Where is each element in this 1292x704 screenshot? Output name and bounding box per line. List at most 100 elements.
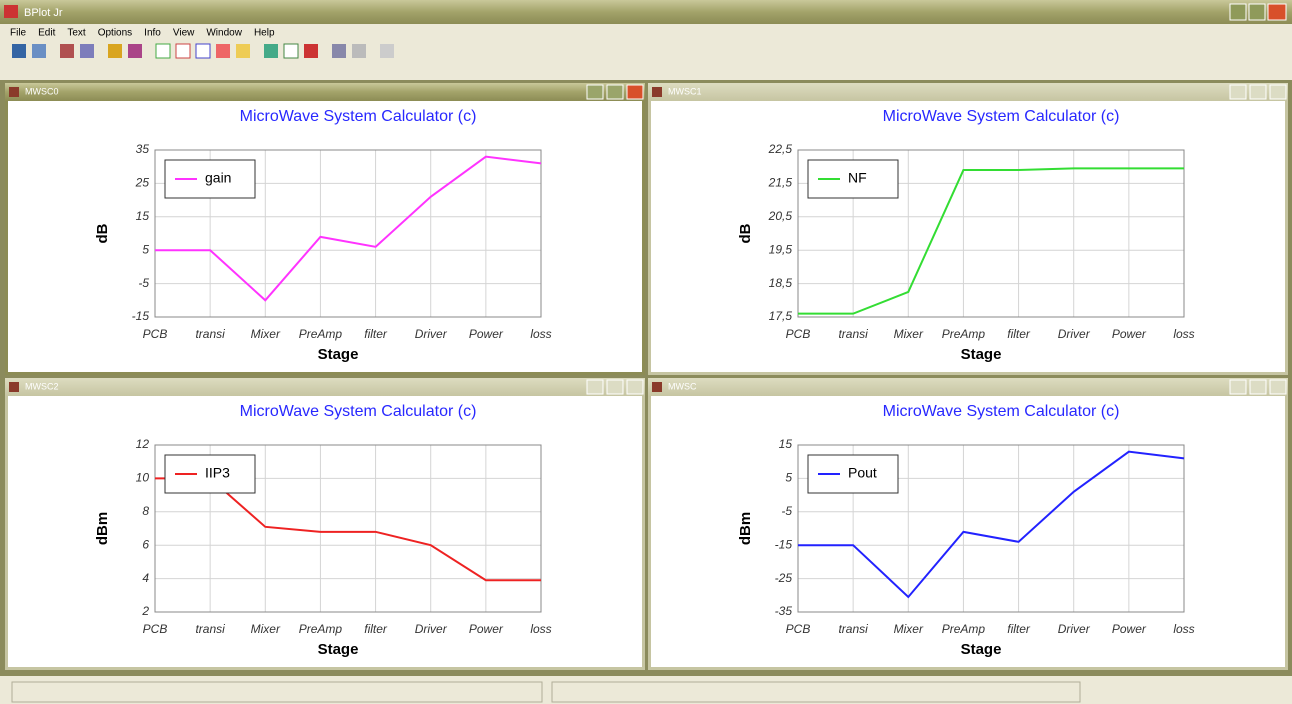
x-tick-label: PCB: [143, 327, 168, 341]
x-tick-label: Mixer: [251, 327, 281, 341]
y-tick-label: 15: [779, 437, 793, 451]
tool-icon[interactable]: [264, 44, 278, 58]
x-tick-label: Mixer: [894, 327, 924, 341]
tool-icon[interactable]: [195, 43, 211, 59]
status-bar: [0, 676, 1292, 704]
chart-window: MWSC2 MicroWave System Calculator (c) 2 4 6 8…: [5, 378, 645, 670]
status-panel: [11, 681, 543, 703]
y-tick-label: 22,5: [768, 142, 793, 156]
x-tick-label: PCB: [143, 622, 168, 636]
window-close[interactable]: [1269, 84, 1287, 100]
y-tick-label: -25: [775, 571, 793, 585]
y-tick-label: 19,5: [769, 242, 793, 256]
window-icon: [9, 87, 19, 97]
window-title-bar: [5, 83, 645, 101]
x-tick-label: PCB: [786, 622, 811, 636]
plot-border: [797, 149, 1185, 318]
window-minimize[interactable]: [1229, 84, 1247, 100]
tool-icon[interactable]: [352, 44, 366, 58]
y-tick-label: 20,5: [768, 209, 793, 223]
title-bar: [0, 0, 1292, 24]
y-tick-label: -5: [138, 276, 149, 290]
window-maximize[interactable]: [1249, 379, 1267, 395]
menu-item[interactable]: File: [10, 28, 27, 39]
x-tick-label: loss: [1173, 622, 1194, 636]
x-tick-label: Power: [469, 622, 504, 636]
menu-item[interactable]: Help: [254, 28, 275, 39]
x-axis-label: Stage: [318, 346, 359, 363]
window-maximize[interactable]: [606, 84, 624, 100]
tool-icon[interactable]: [128, 44, 142, 58]
window-maximize[interactable]: [606, 379, 624, 395]
tool-icon[interactable]: [155, 43, 171, 59]
window-title: MWSC2: [25, 381, 59, 391]
tool-icon[interactable]: [80, 44, 94, 58]
minimize-button[interactable]: [1229, 3, 1247, 21]
y-tick-label: 15: [136, 209, 150, 223]
x-tick-label: loss: [530, 327, 551, 341]
x-tick-label: PreAmp: [299, 622, 343, 636]
tool-icon[interactable]: [60, 44, 74, 58]
tool-icon[interactable]: [32, 44, 46, 58]
window-title-bar: [5, 378, 645, 396]
window-minimize[interactable]: [586, 379, 604, 395]
data-line: [155, 155, 542, 302]
menu-item[interactable]: Info: [144, 28, 161, 39]
window-close[interactable]: [1269, 379, 1287, 395]
window-title-bar: [648, 378, 1288, 396]
x-tick-label: transi: [195, 327, 225, 341]
menu-item[interactable]: Window: [206, 28, 242, 39]
x-axis-label: Stage: [961, 641, 1002, 658]
legend-label: Pout: [848, 465, 877, 481]
tool-icon[interactable]: [380, 44, 394, 58]
window-close[interactable]: [626, 379, 644, 395]
chart-window: MWSC MicroWave System Calculator (c) -35 -2…: [648, 378, 1288, 670]
x-tick-label: Driver: [415, 327, 448, 341]
close-button[interactable]: [1267, 3, 1287, 21]
x-axis-label: Stage: [318, 641, 359, 658]
x-tick-label: Power: [469, 327, 504, 341]
tool-icon[interactable]: [216, 44, 230, 58]
window-icon: [652, 382, 662, 392]
x-tick-label: PreAmp: [299, 327, 343, 341]
window-minimize[interactable]: [586, 84, 604, 100]
x-tick-label: loss: [1173, 327, 1194, 341]
window-close[interactable]: [626, 84, 644, 100]
y-tick-label: 10: [136, 471, 150, 485]
x-tick-label: Mixer: [894, 622, 924, 636]
x-tick-label: PCB: [786, 327, 811, 341]
plot-border: [797, 444, 1185, 613]
y-tick-label: -35: [775, 604, 793, 618]
x-tick-label: Driver: [415, 622, 448, 636]
x-tick-label: Driver: [1058, 622, 1091, 636]
tool-icon[interactable]: [236, 44, 250, 58]
x-tick-label: Mixer: [251, 622, 281, 636]
menu-item[interactable]: Edit: [38, 28, 55, 39]
tool-icon[interactable]: [304, 44, 318, 58]
data-line: [798, 450, 1185, 599]
maximize-button[interactable]: [1248, 3, 1266, 21]
menu-item[interactable]: View: [173, 28, 195, 39]
x-tick-label: transi: [838, 327, 868, 341]
tool-icon[interactable]: [108, 44, 122, 58]
tool-icon[interactable]: [12, 44, 26, 58]
menu-item[interactable]: Options: [98, 28, 132, 39]
x-tick-label: filter: [364, 327, 388, 341]
y-tick-label: 6: [142, 537, 149, 551]
menu-item[interactable]: Text: [67, 28, 86, 39]
window-icon: [652, 87, 662, 97]
chart-title: MicroWave System Calculator (c): [240, 108, 477, 125]
data-line: [798, 167, 1184, 315]
app-icon: [4, 5, 18, 18]
y-tick-label: 5: [142, 242, 149, 256]
chart-title: MicroWave System Calculator (c): [240, 403, 477, 420]
tool-icon[interactable]: [283, 43, 299, 59]
y-tick-label: -15: [132, 309, 150, 323]
window-maximize[interactable]: [1249, 84, 1267, 100]
y-tick-label: 21,5: [768, 176, 793, 190]
window-title: MWSC0: [25, 86, 59, 96]
tool-icon[interactable]: [175, 43, 191, 59]
tool-icon[interactable]: [332, 44, 346, 58]
window-minimize[interactable]: [1229, 379, 1247, 395]
